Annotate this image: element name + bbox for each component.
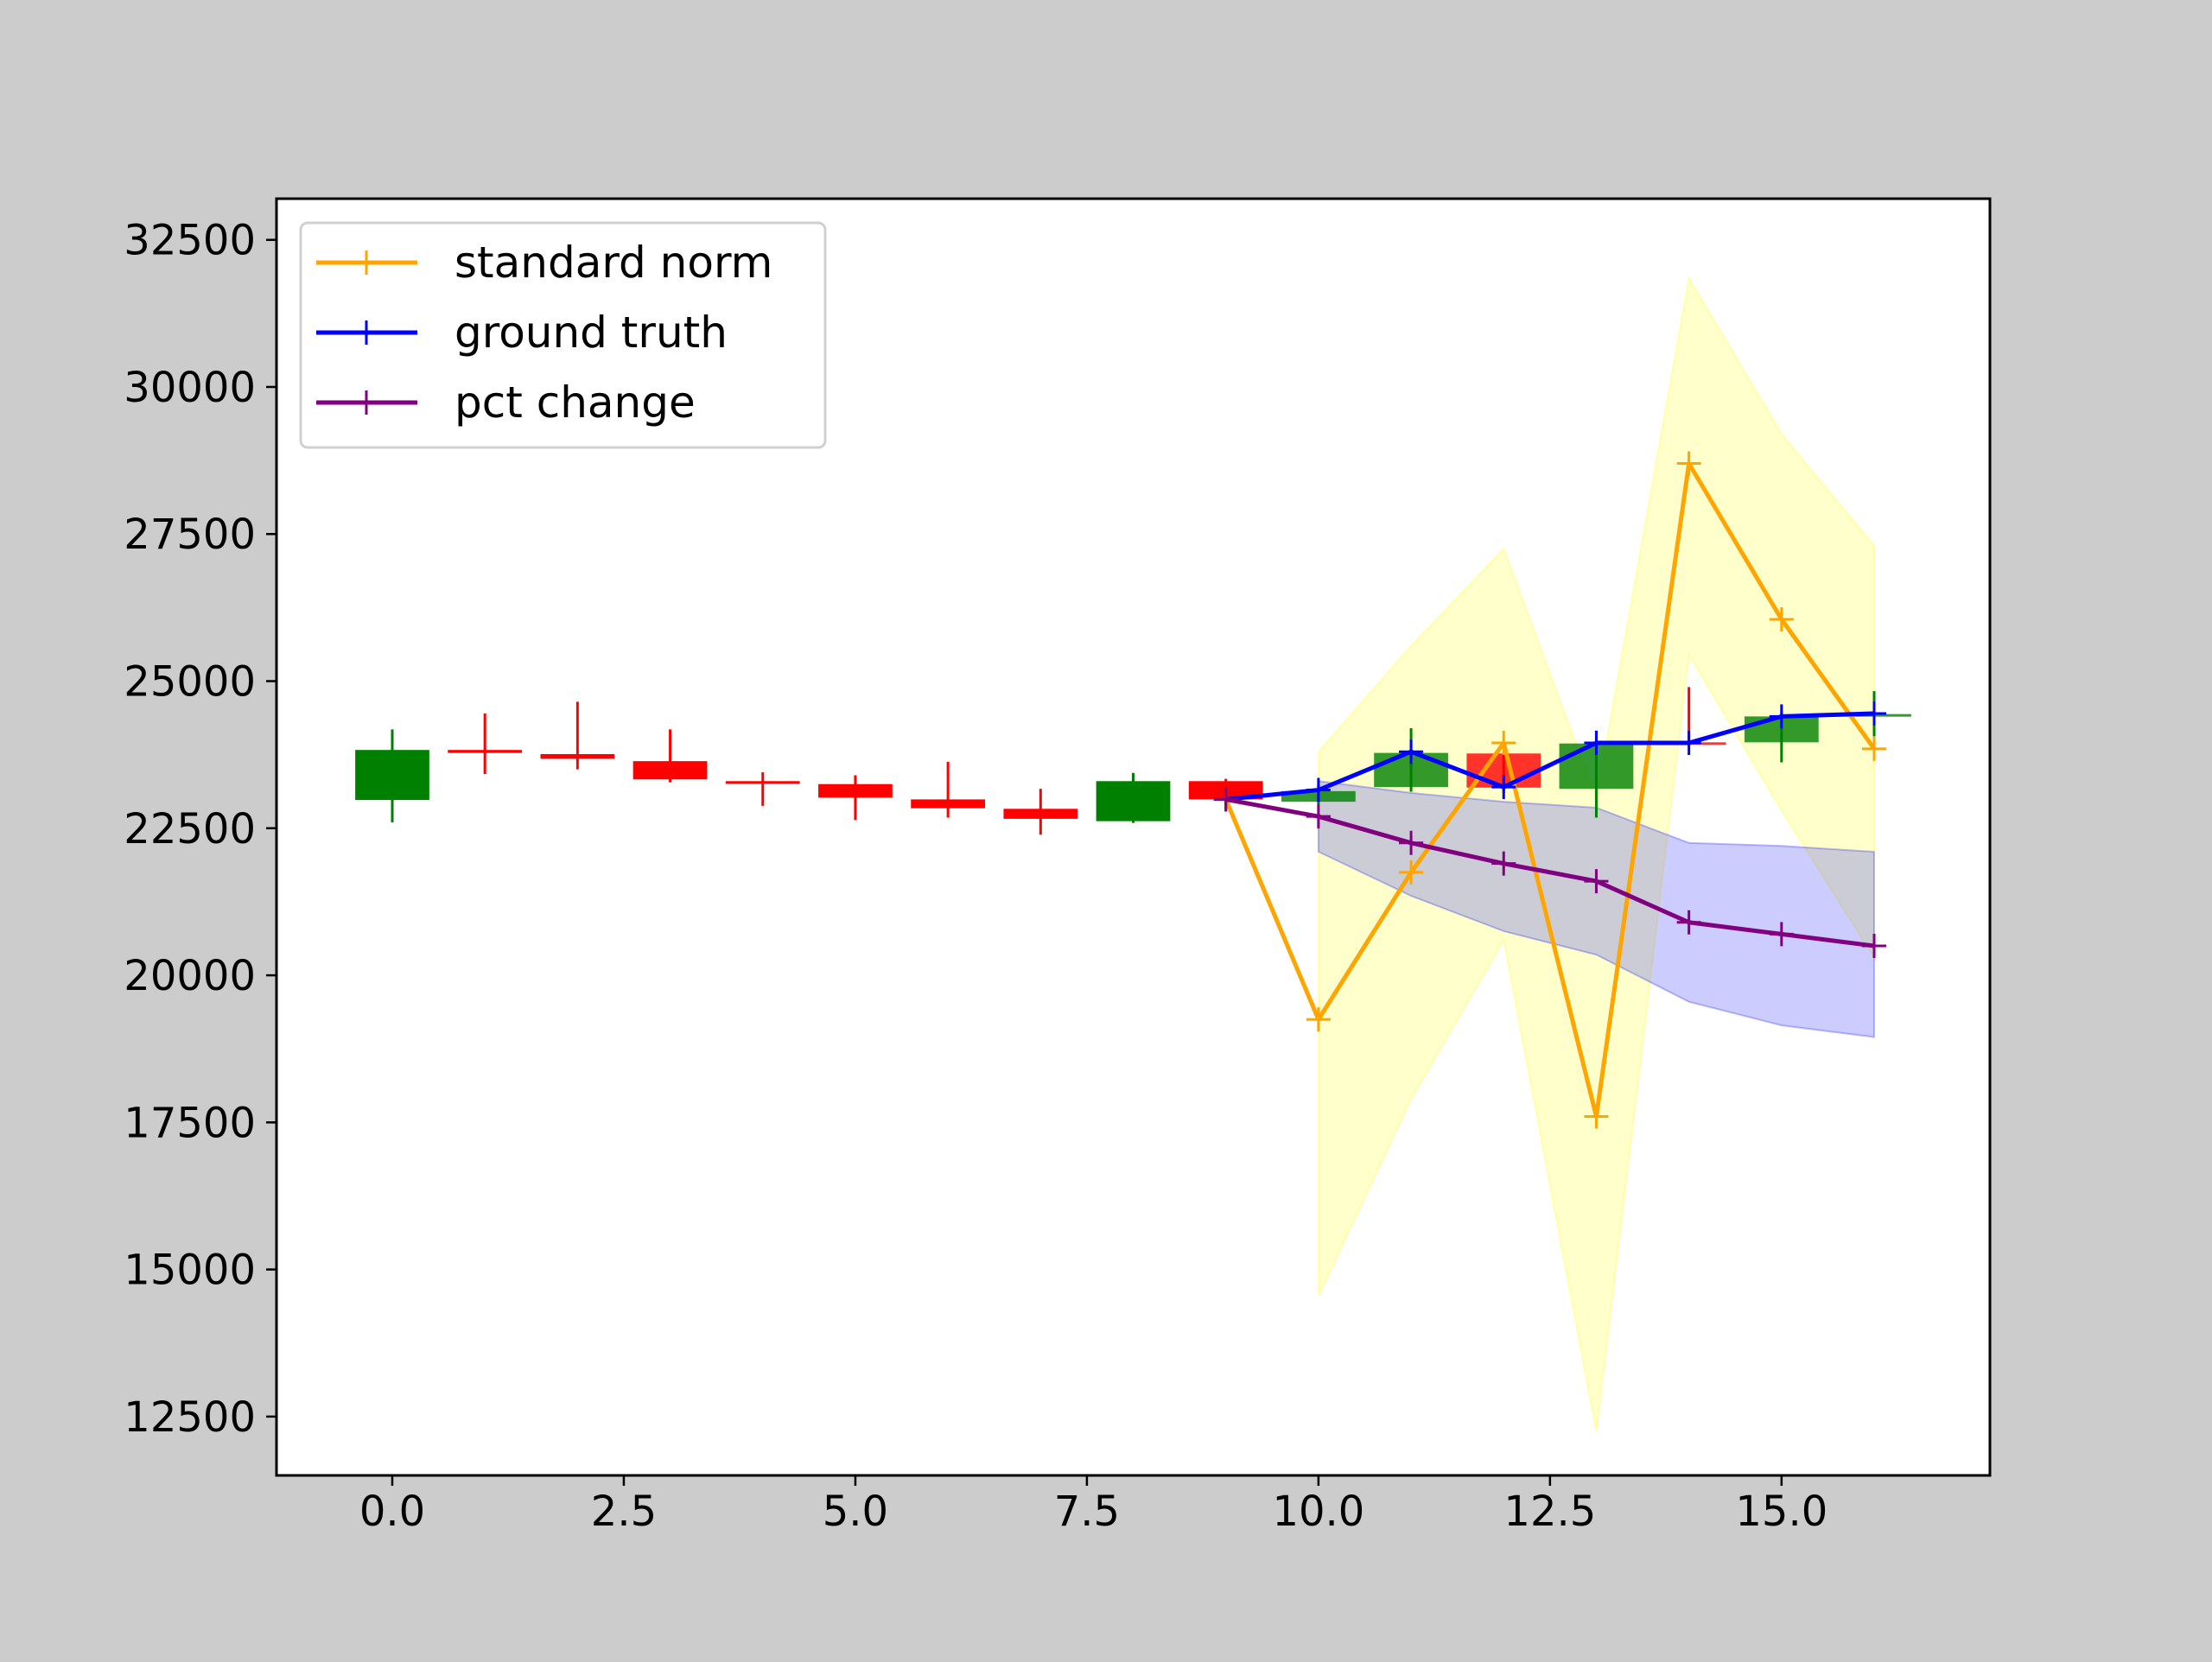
candle-body xyxy=(355,750,429,801)
legend-marker xyxy=(354,320,378,345)
series-line xyxy=(1224,460,1877,1120)
candlesticks xyxy=(355,687,1911,835)
legend-marker xyxy=(354,251,378,275)
series-point xyxy=(1584,1104,1609,1129)
series-pct-change xyxy=(1213,787,1887,958)
series-line xyxy=(1225,796,1875,948)
candle-3 xyxy=(632,729,708,783)
legend: standard norm ground truth pct change xyxy=(299,221,827,449)
series-line xyxy=(1225,711,1875,802)
x-tick-label: 12.5 xyxy=(1503,1488,1596,1536)
candle-4 xyxy=(725,772,800,806)
series-standard-norm xyxy=(1213,451,1887,1129)
y-axis-ticks: 12500 15000 17500 20000 22500 25000 27500 30000… xyxy=(124,217,276,1442)
y-tick-label: 15000 xyxy=(124,1246,256,1295)
legend-label: standard norm xyxy=(454,238,772,288)
series-point xyxy=(1399,739,1424,764)
series-point xyxy=(1676,731,1701,756)
legend-marker xyxy=(354,390,378,415)
y-tick-label: 25000 xyxy=(124,658,256,707)
y-tick-label: 17500 xyxy=(124,1099,256,1147)
series-point xyxy=(1769,606,1794,631)
x-tick-label: 10.0 xyxy=(1272,1488,1364,1536)
candle-2 xyxy=(540,701,615,770)
candle-1 xyxy=(448,713,523,775)
candle-body xyxy=(725,781,800,784)
legend-item-pct-change: pct change xyxy=(316,377,696,428)
legend-item-ground-truth: ground truth xyxy=(316,308,728,358)
series-point xyxy=(1862,934,1887,958)
series-point xyxy=(1306,804,1331,829)
y-tick-label: 30000 xyxy=(124,364,256,412)
y-tick-label: 20000 xyxy=(124,952,256,1000)
series-point xyxy=(1399,830,1424,855)
series-point xyxy=(1306,777,1331,802)
candle-body xyxy=(632,761,708,780)
series-point xyxy=(1491,851,1516,876)
series-point xyxy=(1769,704,1794,729)
candle-body xyxy=(1003,809,1078,819)
legend-label: pct change xyxy=(454,377,696,428)
candle-6 xyxy=(911,761,985,818)
legend-item-standard-norm: standard norm xyxy=(316,238,772,288)
series-point xyxy=(1862,736,1887,761)
series-point xyxy=(1584,869,1609,894)
y-tick-label: 27500 xyxy=(124,511,256,559)
candle-body xyxy=(448,750,523,753)
series-lines xyxy=(1213,451,1887,1129)
x-tick-label: 7.5 xyxy=(1054,1488,1120,1536)
candle-13 xyxy=(1559,730,1634,818)
candle-body xyxy=(818,783,893,798)
candle-7 xyxy=(1003,789,1078,835)
y-tick-label: 12500 xyxy=(124,1393,256,1442)
x-tick-label: 5.0 xyxy=(823,1488,888,1536)
x-tick-label: 15.0 xyxy=(1735,1488,1827,1536)
series-point xyxy=(1491,775,1516,800)
x-tick-label: 0.0 xyxy=(359,1488,425,1536)
candle-body xyxy=(1096,781,1171,821)
x-axis-ticks: 0.0 2.5 5.0 7.5 10.0 12.5 15.0 xyxy=(359,1475,1827,1536)
candle-8 xyxy=(1096,772,1171,823)
plot-frame xyxy=(275,197,1992,1477)
series-point xyxy=(1491,731,1516,756)
x-tick-label: 2.5 xyxy=(591,1488,657,1536)
series-point xyxy=(1862,701,1887,726)
series-point xyxy=(1676,910,1701,935)
candle-body xyxy=(540,753,615,759)
y-tick-label: 32500 xyxy=(124,217,256,265)
candle-5 xyxy=(818,775,893,821)
band-pct-change xyxy=(1317,780,1876,1038)
legend-label: ground truth xyxy=(454,308,728,358)
series-point xyxy=(1676,451,1701,476)
series-point xyxy=(1306,1007,1331,1032)
series-point xyxy=(1399,860,1424,885)
series-point xyxy=(1769,922,1794,947)
y-tick-label: 22500 xyxy=(124,805,256,853)
candle-0 xyxy=(355,729,429,822)
legend-box xyxy=(299,221,827,449)
series-point xyxy=(1213,787,1238,812)
candle-body xyxy=(911,799,985,809)
series-point xyxy=(1584,731,1609,756)
